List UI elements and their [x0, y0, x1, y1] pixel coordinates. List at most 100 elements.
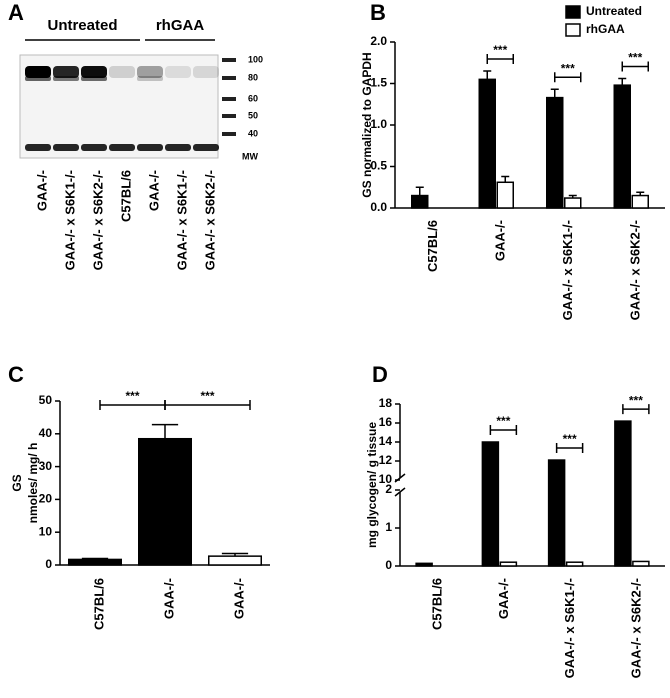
error-bar — [501, 175, 510, 183]
x-tick-label: GAA-/- — [231, 578, 246, 619]
bar — [411, 194, 429, 209]
y-axis-label: GS — [10, 474, 24, 491]
significance-bracket — [555, 443, 584, 454]
band-gs-lower — [81, 76, 107, 81]
group-label: rhGAA — [156, 17, 205, 34]
significance-bracket — [622, 404, 650, 415]
significance-label: *** — [496, 414, 510, 428]
bar — [632, 560, 650, 567]
bar — [68, 558, 122, 566]
mw-band — [222, 114, 236, 118]
significance-label: *** — [629, 393, 643, 407]
bar — [415, 562, 433, 567]
legend-label: rhGAA — [586, 22, 625, 36]
significance-bracket — [486, 54, 514, 65]
axis-break — [394, 487, 406, 497]
y-tick-label: 20 — [39, 492, 53, 506]
bar — [208, 555, 262, 566]
error-bar — [550, 88, 559, 98]
error-bar — [221, 552, 249, 557]
y-axis-label: mg glycogen/ g tissue — [365, 422, 379, 548]
error-bar — [618, 77, 627, 86]
y-tick-label: 1.5 — [370, 76, 387, 90]
y-tick-label: 30 — [39, 459, 53, 473]
bar — [546, 96, 564, 209]
x-tick-label: C57BL/6 — [425, 220, 440, 272]
mw-marker: 40 — [248, 128, 258, 138]
band-gs — [53, 66, 79, 78]
mw-label: MW — [242, 151, 258, 161]
band-gs — [193, 66, 219, 78]
legend-label: Untreated — [586, 4, 642, 18]
lane-label: GAA-/- x S6K2-/- — [90, 170, 105, 270]
y-tick-label: 14 — [379, 434, 393, 448]
error-bar — [568, 194, 577, 199]
mw-marker: 100 — [248, 54, 263, 64]
significance-label: *** — [561, 61, 575, 75]
error-bar — [415, 186, 424, 196]
y-tick-label: 1.0 — [370, 117, 387, 131]
band-gapdh — [81, 144, 107, 151]
lane-label: GAA-/- x S6K2-/- — [202, 170, 217, 270]
bar — [564, 197, 582, 209]
panel-label: A — [8, 0, 24, 25]
mw-band — [222, 97, 236, 101]
mw-band — [222, 76, 236, 80]
x-tick-label: GAA-/- x S6K2-/- — [628, 578, 643, 678]
bar — [613, 84, 631, 209]
error-bar — [483, 70, 492, 80]
band-gapdh — [137, 144, 163, 151]
band-gs-lower — [137, 76, 163, 81]
band-gapdh — [165, 144, 191, 151]
band-gs-lower — [25, 76, 51, 81]
panel-label: D — [372, 362, 388, 387]
y-tick-label: 2 — [385, 482, 392, 496]
group-label: Untreated — [47, 17, 117, 34]
x-tick-label: GAA-/- — [493, 220, 508, 261]
bar — [478, 78, 496, 209]
mw-band — [222, 58, 236, 62]
significance-bracket — [554, 72, 582, 83]
error-bar — [81, 557, 109, 560]
error-bar — [151, 423, 179, 439]
bar — [547, 459, 566, 567]
significance-bracket — [621, 61, 649, 72]
band-gs — [25, 66, 51, 78]
x-tick-label: GAA-/- — [161, 578, 176, 619]
band-gs-lower — [53, 76, 79, 81]
bar — [499, 561, 518, 567]
mw-marker: 80 — [248, 72, 258, 82]
y-tick-label: 40 — [39, 426, 53, 440]
y-tick-label: 0.5 — [370, 159, 387, 173]
legend-swatch — [565, 23, 581, 37]
x-tick-label: GAA-/- x S6K1-/- — [560, 220, 575, 320]
band-gapdh — [193, 144, 219, 151]
x-tick-label: C57BL/6 — [91, 578, 106, 630]
mw-marker: 50 — [248, 110, 258, 120]
bar — [565, 561, 584, 567]
legend-swatch — [565, 5, 581, 19]
y-tick-label: 0 — [45, 557, 52, 571]
band-gs — [137, 66, 163, 78]
bar — [496, 181, 514, 209]
y-tick-label: 50 — [39, 393, 53, 407]
band-gapdh — [25, 144, 51, 151]
band-gapdh — [53, 144, 79, 151]
bar — [614, 420, 632, 567]
significance-bracket — [164, 400, 251, 410]
lane-label: GAA-/- — [34, 170, 49, 211]
band-gs — [165, 66, 191, 78]
lane-label: GAA-/- — [146, 170, 161, 211]
bar — [631, 194, 649, 209]
lane-label: GAA-/- x S6K1-/- — [62, 170, 77, 270]
band-gs — [81, 66, 107, 78]
x-tick-label: GAA-/- — [496, 578, 511, 619]
x-tick-label: GAA-/- x S6K2-/- — [628, 220, 643, 320]
x-tick-label: GAA-/- x S6K1-/- — [562, 578, 577, 678]
significance-label: *** — [493, 43, 507, 57]
y-tick-label: 12 — [379, 453, 393, 467]
significance-bracket — [489, 425, 518, 435]
y-tick-label: 2.0 — [370, 34, 387, 48]
